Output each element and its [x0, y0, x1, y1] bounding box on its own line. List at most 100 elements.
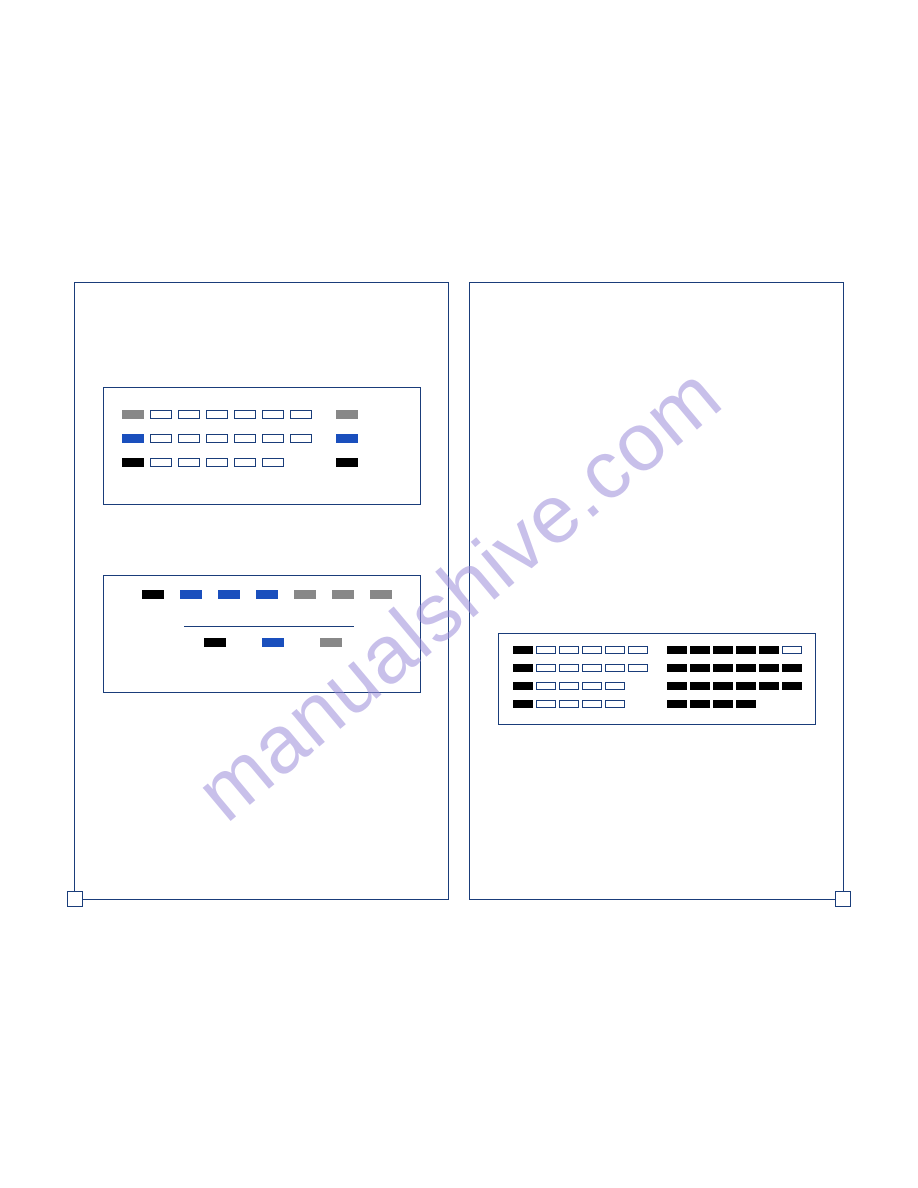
- cell: [178, 458, 200, 467]
- cell: [122, 410, 144, 419]
- panel-3: [498, 633, 816, 725]
- panel3-row1-left: [513, 646, 648, 654]
- cell: [690, 682, 710, 690]
- cell: [782, 682, 802, 690]
- cell: [206, 434, 228, 443]
- cell: [690, 700, 710, 708]
- cell: [336, 458, 358, 467]
- cell: [605, 646, 625, 654]
- cell: [336, 434, 358, 443]
- cell: [759, 664, 779, 672]
- cell: [605, 664, 625, 672]
- panel3-row4-left: [513, 700, 625, 708]
- cell: [582, 646, 602, 654]
- cell: [536, 646, 556, 654]
- panel2-top-row: [142, 590, 392, 599]
- cell: [262, 410, 284, 419]
- cell: [206, 458, 228, 467]
- cell: [536, 664, 556, 672]
- cell: [759, 682, 779, 690]
- cell: [667, 700, 687, 708]
- cell: [150, 458, 172, 467]
- cell: [559, 664, 579, 672]
- cell: [290, 410, 312, 419]
- cell: [142, 590, 164, 599]
- cell: [206, 410, 228, 419]
- cell: [122, 434, 144, 443]
- cell: [782, 664, 802, 672]
- panel2-bottom-row: [204, 638, 342, 647]
- panel1-row3-end: [336, 458, 358, 467]
- cell: [204, 638, 226, 647]
- cell: [180, 590, 202, 599]
- cell: [234, 458, 256, 467]
- cell: [122, 458, 144, 467]
- page-right: [469, 282, 844, 900]
- cell: [736, 700, 756, 708]
- cell: [605, 700, 625, 708]
- panel1-row2-end: [336, 434, 358, 443]
- cell: [262, 638, 284, 647]
- cell: [513, 646, 533, 654]
- cell: [290, 434, 312, 443]
- panel3-row4-right: [667, 700, 756, 708]
- cell: [536, 682, 556, 690]
- cell: [150, 410, 172, 419]
- cell: [559, 646, 579, 654]
- panel1-row2: [122, 434, 312, 443]
- panel3-row2-right: [667, 664, 802, 672]
- cell: [713, 700, 733, 708]
- cell: [713, 664, 733, 672]
- cell: [690, 646, 710, 654]
- cell: [256, 590, 278, 599]
- cell: [628, 646, 648, 654]
- cell: [262, 458, 284, 467]
- cell: [782, 646, 802, 654]
- panel3-row2-left: [513, 664, 648, 672]
- page-marker-right: [835, 891, 851, 907]
- cell: [513, 700, 533, 708]
- cell: [667, 646, 687, 654]
- cell: [332, 590, 354, 599]
- cell: [690, 664, 710, 672]
- cell: [667, 682, 687, 690]
- cell: [713, 682, 733, 690]
- cell: [370, 590, 392, 599]
- cell: [736, 682, 756, 690]
- cell: [234, 434, 256, 443]
- panel1-row1-end: [336, 410, 358, 419]
- cell: [262, 434, 284, 443]
- cell: [736, 664, 756, 672]
- panel1-row1: [122, 410, 312, 419]
- panel1-row3: [122, 458, 284, 467]
- panel-2: [103, 575, 421, 693]
- cell: [736, 646, 756, 654]
- panel-1: [103, 387, 421, 505]
- cell: [605, 682, 625, 690]
- cell: [513, 664, 533, 672]
- cell: [667, 664, 687, 672]
- cell: [759, 646, 779, 654]
- cell: [294, 590, 316, 599]
- cell: [582, 682, 602, 690]
- cell: [218, 590, 240, 599]
- cell: [559, 700, 579, 708]
- panel3-row1-right: [667, 646, 802, 654]
- cell: [628, 664, 648, 672]
- page-marker-left: [67, 891, 83, 907]
- cell: [582, 664, 602, 672]
- cell: [536, 700, 556, 708]
- cell: [234, 410, 256, 419]
- cell: [336, 410, 358, 419]
- panel2-divider: [184, 626, 354, 627]
- cell: [582, 700, 602, 708]
- panel3-row3-right: [667, 682, 802, 690]
- cell: [178, 410, 200, 419]
- cell: [513, 682, 533, 690]
- pages-container: [0, 282, 918, 900]
- cell: [320, 638, 342, 647]
- cell: [178, 434, 200, 443]
- cell: [150, 434, 172, 443]
- page-left: [74, 282, 449, 900]
- cell: [713, 646, 733, 654]
